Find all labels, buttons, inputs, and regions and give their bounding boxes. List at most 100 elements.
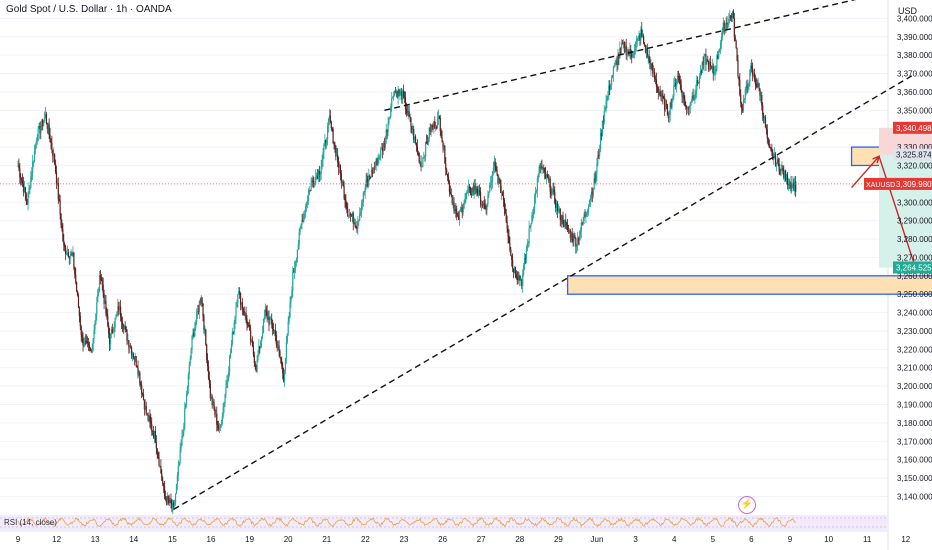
candle-body — [380, 149, 382, 158]
candle-body — [222, 406, 224, 417]
candle-body — [440, 131, 442, 138]
candle-body — [434, 121, 436, 129]
candle-body — [18, 165, 20, 169]
candle-body — [85, 341, 87, 343]
candle-body — [55, 172, 58, 184]
candle-body — [91, 350, 93, 353]
candle-body — [37, 128, 39, 141]
candle-body — [45, 113, 47, 123]
candle-body — [584, 214, 586, 217]
candle-body — [773, 158, 775, 160]
candle-body — [651, 64, 653, 66]
candle-body — [745, 85, 747, 90]
candle-body — [556, 202, 559, 212]
candle-body — [346, 206, 348, 209]
y-tick-label: 3,210.000 — [897, 364, 932, 373]
candle-body — [397, 89, 399, 98]
candle-body — [271, 318, 273, 325]
candle-body — [632, 54, 635, 57]
candle-body — [606, 96, 608, 102]
candle-body — [411, 126, 413, 130]
candle-body — [512, 259, 514, 269]
candle-body — [726, 22, 728, 25]
candle-body — [179, 449, 181, 463]
candle-body — [272, 329, 275, 331]
candle-body — [228, 372, 230, 380]
candle-body — [166, 495, 168, 504]
candle-body — [318, 170, 320, 176]
candle-body — [378, 157, 380, 159]
candle-body — [246, 318, 248, 325]
candle-body — [531, 215, 533, 224]
candle-body — [392, 95, 395, 98]
candle-body — [702, 62, 704, 65]
candle-body — [273, 330, 276, 332]
candle-body — [25, 193, 27, 200]
candle-body — [181, 436, 183, 447]
candle-body — [238, 291, 240, 295]
candle-body — [226, 382, 228, 387]
candle-body — [685, 105, 687, 107]
chart-title: Gold Spot / U.S. Dollar · 1h · OANDA — [6, 4, 172, 15]
candle-body — [477, 192, 479, 195]
candle-body — [254, 363, 256, 367]
candle-body — [620, 48, 622, 50]
candle-body — [457, 214, 459, 216]
candle-body — [314, 183, 316, 185]
candle-body — [514, 267, 516, 275]
candle-body — [457, 215, 460, 221]
candle-body — [43, 117, 46, 122]
candle-body — [381, 147, 384, 152]
candle-body — [528, 228, 530, 243]
candle-body — [64, 245, 66, 248]
y-tick-label: 3,360.000 — [897, 88, 932, 97]
candle-body — [596, 164, 598, 175]
candle-body — [394, 90, 396, 92]
candle-body — [759, 88, 761, 96]
candle-body — [170, 499, 172, 504]
candle-body — [268, 317, 270, 324]
lightning-icon[interactable]: ⚡ — [738, 496, 756, 514]
candle-body — [313, 181, 315, 184]
candle-body — [407, 110, 409, 114]
candle-body — [433, 121, 435, 128]
candle-body — [500, 179, 502, 193]
candle-body — [328, 115, 331, 120]
candle-body — [414, 136, 416, 140]
candle-body — [163, 486, 166, 497]
candle-body — [113, 327, 115, 333]
candle-body — [774, 154, 777, 167]
candle-body — [298, 231, 300, 245]
candle-body — [34, 144, 37, 151]
candle-body — [422, 157, 424, 167]
candle-body — [414, 136, 417, 143]
symbol-tag — [864, 177, 893, 190]
candle-body — [672, 96, 674, 99]
candle-body — [764, 117, 767, 128]
candle-body — [794, 181, 796, 191]
candle-body — [784, 170, 786, 178]
candle-body — [66, 252, 69, 255]
candle-body — [133, 357, 135, 360]
candle-body — [275, 334, 277, 345]
candle-body — [750, 65, 752, 70]
candle-body — [296, 249, 298, 259]
candle-body — [61, 225, 63, 230]
candle-body — [605, 101, 607, 111]
candle-body — [152, 430, 154, 432]
candle-body — [572, 240, 574, 242]
candle-body — [497, 174, 499, 184]
candle-body — [555, 203, 557, 209]
candle-body — [782, 168, 784, 172]
candle-body — [115, 314, 117, 319]
candle-body — [686, 107, 689, 109]
candle-body — [431, 125, 433, 127]
candle-body — [19, 168, 21, 178]
candle-body — [60, 213, 62, 226]
candle-body — [778, 163, 780, 172]
candle-body — [582, 220, 584, 224]
candle-body — [551, 190, 553, 194]
candle-body — [335, 145, 337, 157]
price-tag-label: 3,309.980 — [896, 180, 932, 189]
